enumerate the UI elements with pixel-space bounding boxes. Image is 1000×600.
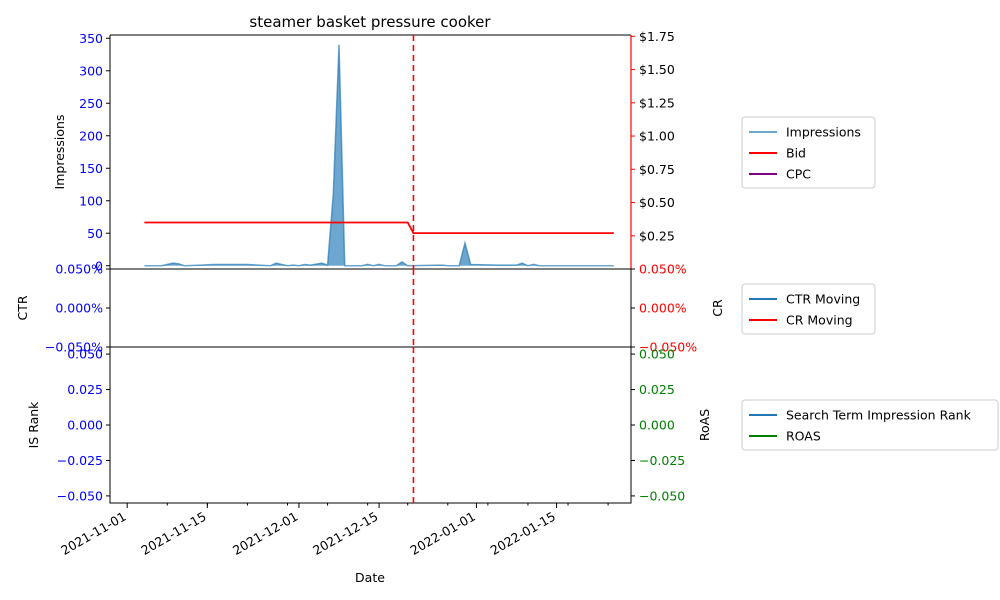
is-rank-axis-label: IS Rank [26,401,41,449]
bid-line [144,221,614,234]
legend-label: Bid [786,146,806,161]
y-tick-label: 0.050% [55,262,103,277]
y-tick-label: $1.25 [639,95,675,110]
y-tick-label: 0.025 [67,382,103,397]
x-tick-label: 2021-12-15 [310,509,380,558]
legend-label: CTR Moving [786,292,860,307]
x-tick-label: 2021-11-01 [58,509,128,558]
rank-panel: 0.050 0.025 0.000 −0.025 −0.050 0.050 0.025 0.0… [57,346,685,504]
y-tick-label: 0.050 [639,347,675,362]
impressions-axis-label: Impressions [52,115,67,190]
legend-box [741,283,876,335]
y-tick-label: −0.050% [45,340,103,355]
x-tick-label: 2021-11-15 [138,509,208,558]
legend-box [741,116,876,189]
legend-label: ROAS [786,429,821,444]
legend-label: Search Term Impression Rank [786,408,972,423]
x-tick-label: 2021-12-01 [230,509,300,558]
cr-axis-label: CR [710,299,725,317]
y-tick-label: 0.050 [67,347,103,362]
legend-box [741,399,999,451]
ctr-panel: 0.050% 0.000% −0.050% 0.050% 0.000% −0.050% [45,262,697,355]
y-tick-label: 0.050% [639,262,687,277]
y-tick-label: 0.000 [67,418,103,433]
y-tick-label: 0.000% [639,301,687,316]
y-tick-label: 0.025 [639,382,675,397]
y-tick-label: $0.50 [639,195,675,210]
chart-title: steamer basket pressure cooker [249,13,491,31]
y-tick-label: 250 [79,96,103,111]
y-tick-label: 50 [87,226,103,241]
x-tick-label: 2022-01-01 [407,509,477,558]
date-axis: 2021-11-01 2021-11-15 2021-12-01 2021-12-15… [58,503,609,558]
y-tick-label: −0.050 [57,488,103,503]
panel-frame [109,268,632,348]
legends: Impressions Bid CPC CTR Moving CR Moving Sear… [741,116,999,451]
panel-frame [109,346,632,504]
legend-label: CPC [786,167,811,182]
legend-label: Impressions [786,125,861,140]
y-tick-label: $1.00 [639,129,675,144]
y-tick-label: $1.50 [639,62,675,77]
date-axis-label: Date [355,570,385,585]
y-tick-label: 0.000% [55,301,103,316]
y-tick-label: $1.75 [639,29,675,44]
y-tick-label: 150 [79,161,103,176]
ctr-axis-label: CTR [15,295,30,320]
legend-label: CR Moving [786,313,853,328]
impressions-panel: 0 50 100 150 200 250 300 350 $0.25 $0.50 $0.75 $1.0… [79,29,675,273]
y-tick-label: $0.25 [639,228,675,243]
y-tick-label: −0.050 [639,488,685,503]
y-tick-label: $0.75 [639,162,675,177]
y-tick-label: 0.000 [639,418,675,433]
y-tick-label: −0.025 [57,453,103,468]
y-tick-label: 200 [79,128,103,143]
y-tick-label: 100 [79,193,103,208]
x-tick-label: 2022-01-15 [488,509,558,558]
impressions-line [144,44,614,267]
roas-axis-label: RoAS [697,409,712,441]
y-tick-label: −0.050% [639,340,697,355]
y-tick-label: −0.025 [639,453,685,468]
y-tick-label: 350 [79,31,103,46]
y-tick-label: 0 [95,258,103,273]
y-tick-label: 300 [79,63,103,78]
